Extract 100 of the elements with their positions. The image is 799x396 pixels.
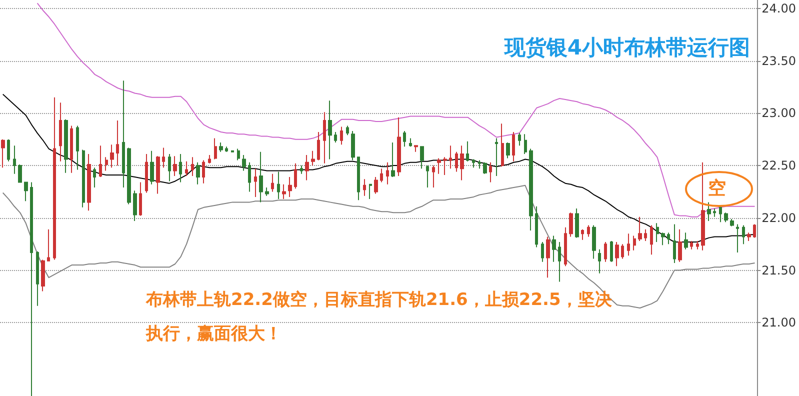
candlestick — [638, 216, 642, 242]
y-tick-label: 23.50 — [762, 54, 796, 68]
candlestick — [483, 162, 487, 174]
candlestick — [386, 162, 389, 185]
candlestick — [633, 235, 636, 251]
candlestick — [455, 151, 458, 172]
y-tick-label: 21.50 — [762, 263, 796, 278]
candlestick — [529, 148, 533, 231]
candlestick — [237, 148, 240, 161]
candlestick — [587, 224, 590, 238]
candlestick — [225, 146, 228, 152]
candlestick — [305, 154, 309, 181]
candlestick — [185, 160, 188, 176]
candlestick — [1, 138, 5, 168]
candlestick — [409, 138, 412, 148]
candlestick — [747, 232, 751, 242]
candlestick — [173, 156, 177, 176]
candlestick — [139, 182, 142, 216]
candlestick — [219, 142, 223, 152]
candlestick — [70, 125, 73, 174]
candlestick — [76, 125, 79, 170]
candlestick — [742, 224, 745, 245]
candlestick — [380, 168, 383, 183]
candlestick — [524, 134, 527, 154]
candlestick — [311, 150, 315, 166]
candlestick — [512, 132, 515, 162]
candlestick — [667, 232, 670, 245]
candlestick — [472, 158, 475, 168]
candlestick — [673, 224, 676, 264]
candlestick — [696, 240, 699, 250]
candlestick — [374, 176, 378, 194]
candlestick — [346, 125, 349, 136]
candlestick — [265, 187, 269, 196]
candlestick — [678, 228, 682, 262]
candlestick — [59, 102, 62, 162]
candlestick — [242, 154, 246, 172]
candlestick — [644, 228, 647, 242]
candlestick — [489, 162, 492, 183]
candlestick — [558, 242, 561, 282]
candlestick — [288, 176, 292, 198]
candlestick — [466, 140, 469, 162]
candlestick — [391, 142, 395, 178]
candlestick — [13, 145, 16, 174]
annotation: 布林带上轨22.2做空，目标直指下轨21.6，止损22.5，坚决执行，赢面很大！ — [146, 289, 613, 346]
text: 现货银4小时布林带运行图 — [503, 36, 750, 60]
candlestick — [621, 244, 624, 260]
candlestick — [202, 160, 205, 184]
candlestick — [437, 158, 441, 174]
candlestick — [707, 202, 711, 222]
candlestick — [323, 112, 326, 164]
candlestick — [127, 147, 131, 205]
candlestick — [271, 173, 274, 192]
candlestick — [7, 138, 10, 162]
candlestick — [569, 212, 573, 238]
candlestick — [495, 138, 498, 176]
candlestick — [145, 154, 148, 194]
candlestick — [363, 178, 366, 196]
candlestick — [650, 224, 653, 256]
candlestick — [122, 80, 125, 188]
candlestick — [432, 165, 435, 188]
candlestick — [736, 224, 739, 253]
candlestick — [82, 149, 85, 208]
candlestick — [656, 222, 659, 242]
candlestick — [162, 147, 165, 168]
candlestick — [369, 184, 372, 200]
candlestick — [552, 235, 556, 262]
candlestick — [581, 228, 584, 240]
candlestick — [18, 164, 22, 183]
candlestick — [518, 132, 521, 146]
candlestick — [575, 208, 579, 238]
candlestick — [403, 130, 406, 148]
y-tick-label: 21.00 — [762, 316, 796, 330]
candlestick — [248, 162, 251, 192]
candlestick — [460, 145, 464, 181]
candlestick — [506, 142, 510, 159]
candlestick — [684, 232, 688, 250]
candlestick — [282, 184, 286, 200]
candlestick — [334, 132, 337, 143]
candlestick — [701, 162, 705, 251]
annotation: 空 — [708, 177, 726, 200]
y-tick-label: 23.00 — [762, 106, 796, 120]
line-series — [36, 2, 756, 218]
candlestick — [105, 156, 108, 172]
candlestick — [259, 151, 263, 203]
candlestick — [179, 154, 182, 183]
candlestick — [724, 212, 728, 223]
candlestick — [604, 242, 607, 262]
candlestick — [753, 224, 756, 238]
candlestick — [208, 154, 211, 164]
candlestick — [168, 154, 171, 182]
candlestick — [300, 165, 303, 174]
candlestick — [690, 240, 693, 250]
candlestick — [627, 233, 630, 256]
candlestick — [414, 145, 418, 152]
candlestick — [116, 120, 119, 166]
y-tick-label: 24.00 — [762, 1, 796, 16]
candlestick — [41, 259, 45, 292]
candlestick — [546, 236, 550, 278]
candlestick — [598, 248, 601, 274]
line-series — [2, 94, 756, 242]
